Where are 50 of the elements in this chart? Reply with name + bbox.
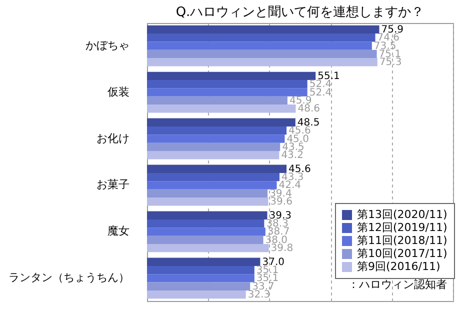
data-label: 52.4 bbox=[309, 87, 332, 98]
bar bbox=[147, 172, 280, 182]
legend-label: 第13回(2020/11) bbox=[357, 208, 448, 221]
bar bbox=[147, 34, 376, 42]
legend-label: 第11回(2018/11) bbox=[357, 234, 448, 247]
y-tick-label: かぼちゃ bbox=[86, 38, 130, 52]
data-label: 48.6 bbox=[298, 104, 320, 115]
bar bbox=[147, 219, 264, 228]
bar bbox=[147, 25, 380, 34]
bar bbox=[147, 134, 285, 143]
bar bbox=[147, 236, 264, 244]
bar bbox=[147, 142, 280, 152]
bar bbox=[147, 50, 377, 58]
legend-label: 第10回(2017/11) bbox=[357, 247, 448, 260]
chart-title: Q.ハロウィンと聞いて何を連想しますか？ bbox=[176, 5, 424, 20]
bar bbox=[147, 151, 280, 160]
bar bbox=[147, 88, 308, 96]
bar bbox=[147, 189, 268, 198]
bar bbox=[147, 228, 266, 236]
bar bbox=[147, 80, 308, 88]
bar bbox=[147, 274, 254, 282]
data-label: 75.3 bbox=[379, 57, 402, 68]
bar bbox=[147, 164, 287, 173]
bar bbox=[147, 58, 378, 66]
bar bbox=[147, 198, 268, 206]
bar bbox=[147, 258, 260, 266]
data-label: 39.6 bbox=[270, 196, 292, 208]
bar bbox=[147, 104, 296, 113]
bar bbox=[147, 244, 269, 252]
y-tick-label: 仮装 bbox=[108, 85, 130, 98]
y-tick-label: ランタン（ちょうちん） bbox=[8, 271, 130, 284]
data-label: 32.3 bbox=[248, 290, 270, 301]
bar bbox=[147, 266, 254, 274]
bar bbox=[147, 211, 268, 220]
bar bbox=[147, 181, 277, 190]
bar bbox=[147, 126, 287, 135]
bar bbox=[147, 42, 372, 50]
data-label: 43.2 bbox=[281, 150, 304, 162]
annotation: ：ハロウィン認知者 bbox=[348, 278, 447, 291]
bar bbox=[147, 290, 246, 299]
y-tick-label: 魔女 bbox=[108, 224, 130, 238]
y-tick-label: お化け bbox=[96, 132, 130, 145]
legend-label: 第9回(2016/11) bbox=[357, 260, 440, 273]
y-tick-label: お菓子 bbox=[96, 178, 130, 192]
legend-label: 第12回(2019/11) bbox=[357, 221, 448, 234]
bar bbox=[147, 118, 296, 126]
bar bbox=[147, 282, 250, 290]
bar bbox=[147, 96, 288, 105]
data-label: 39.8 bbox=[270, 243, 294, 254]
bar bbox=[147, 72, 316, 80]
